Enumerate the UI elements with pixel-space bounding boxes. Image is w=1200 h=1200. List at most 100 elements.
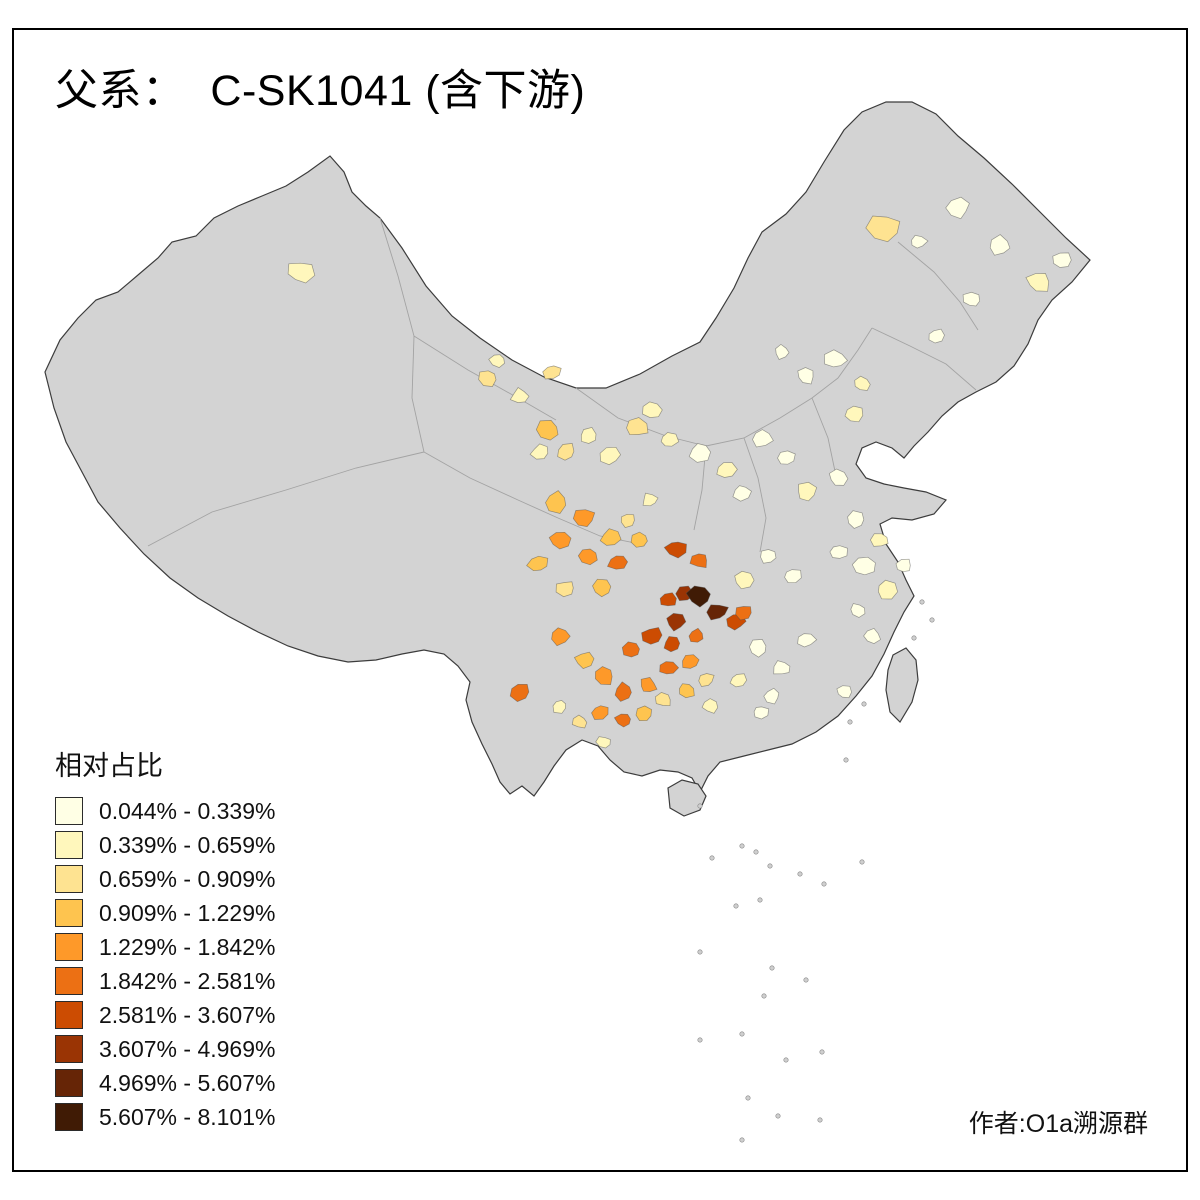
islet-dot [797, 871, 803, 877]
islet-dot [859, 859, 865, 865]
legend-range-label: 0.339% - 0.659% [99, 831, 276, 858]
map-region [729, 673, 748, 688]
map-region [752, 429, 774, 448]
map-region [869, 533, 889, 547]
legend-swatch [55, 865, 83, 893]
map-region [654, 692, 671, 707]
islet-dot [761, 993, 767, 999]
map-region [535, 420, 559, 441]
islet-dot [745, 1095, 751, 1101]
map-region [798, 481, 818, 502]
map-region [542, 365, 562, 380]
map-region [595, 666, 613, 685]
map-region [659, 661, 680, 675]
map-region [620, 513, 635, 529]
islet-dot [697, 803, 703, 809]
legend-swatch [55, 967, 83, 995]
legend-range-label: 2.581% - 3.607% [99, 1001, 276, 1028]
legend-swatch [55, 1035, 83, 1063]
legend-swatch [55, 1069, 83, 1097]
map-region [529, 443, 549, 460]
map-region [828, 468, 849, 486]
islet-dot [769, 965, 775, 971]
map-region [688, 627, 704, 643]
legend-row: 5.607% - 8.101% [55, 1103, 275, 1131]
map-region [591, 705, 609, 720]
legend: 相对占比 0.044% - 0.339% 0.339% - 0.659% 0.659… [55, 744, 275, 1137]
map-region [732, 485, 752, 502]
islet-dot [709, 855, 715, 861]
map-region [571, 714, 588, 729]
map-region [851, 556, 876, 576]
map-region [577, 548, 598, 566]
map-region [760, 549, 777, 564]
taiwan-island [885, 647, 919, 723]
map-region [945, 196, 970, 220]
map-region [607, 555, 629, 570]
islet-dot [803, 977, 809, 983]
map-region [641, 627, 663, 645]
legend-range-label: 3.607% - 4.969% [99, 1035, 276, 1062]
legend-swatch [55, 831, 83, 859]
map-region [614, 681, 632, 702]
islands [667, 647, 919, 817]
legend-swatch [55, 1001, 83, 1029]
map-region [989, 234, 1011, 256]
map-region [797, 633, 818, 648]
map-patches [287, 196, 1072, 749]
legend-row: 2.581% - 3.607% [55, 1001, 275, 1029]
map-region [911, 234, 929, 249]
map-region [545, 490, 567, 514]
map-region [829, 545, 848, 559]
province-borders [147, 217, 979, 553]
islet-dot [783, 1057, 789, 1063]
map-region [666, 613, 687, 632]
map-region [621, 641, 640, 658]
map-region [555, 581, 574, 598]
map-region [592, 578, 612, 598]
map-region [701, 698, 719, 714]
legend-row: 1.842% - 2.581% [55, 967, 275, 995]
map-region [287, 262, 316, 284]
map-region [863, 627, 882, 644]
map-region [599, 446, 622, 466]
islet-dot [739, 1137, 745, 1143]
map-region [734, 570, 755, 590]
islet-dot [861, 701, 867, 707]
map-region [509, 684, 530, 703]
map-region [552, 700, 566, 714]
islet-dot [733, 903, 739, 909]
map-region [635, 705, 652, 721]
map-region [663, 636, 681, 653]
map-region [824, 349, 849, 368]
islet-dot [697, 949, 703, 955]
map-region [836, 685, 852, 699]
map-region [784, 569, 802, 584]
legend-range-label: 0.044% - 0.339% [99, 797, 276, 824]
legend-range-label: 1.842% - 2.581% [99, 967, 276, 994]
map-region [660, 432, 680, 447]
legend-row: 3.607% - 4.969% [55, 1035, 275, 1063]
legend-title: 相对占比 [55, 751, 163, 781]
legend-row: 0.044% - 0.339% [55, 797, 275, 825]
legend-range-label: 0.659% - 0.909% [99, 865, 276, 892]
map-region [642, 492, 659, 507]
map-region [706, 604, 729, 621]
legend-row: 0.909% - 1.229% [55, 899, 275, 927]
islet-dot [817, 1117, 823, 1123]
map-region [878, 579, 898, 600]
map-region [682, 654, 700, 669]
map-region [557, 443, 575, 461]
map-region [763, 687, 780, 705]
legend-range-label: 0.909% - 1.229% [99, 899, 276, 926]
islet-dot [739, 1031, 745, 1037]
map-region [1025, 273, 1050, 292]
islet-dot [775, 1113, 781, 1119]
map-region [854, 375, 871, 391]
map-region [573, 651, 595, 670]
map-region [626, 417, 649, 436]
islet-dot [767, 863, 773, 869]
legend-rows: 0.044% - 0.339% 0.339% - 0.659% 0.659% - 0… [55, 797, 275, 1131]
map-region [865, 215, 901, 243]
